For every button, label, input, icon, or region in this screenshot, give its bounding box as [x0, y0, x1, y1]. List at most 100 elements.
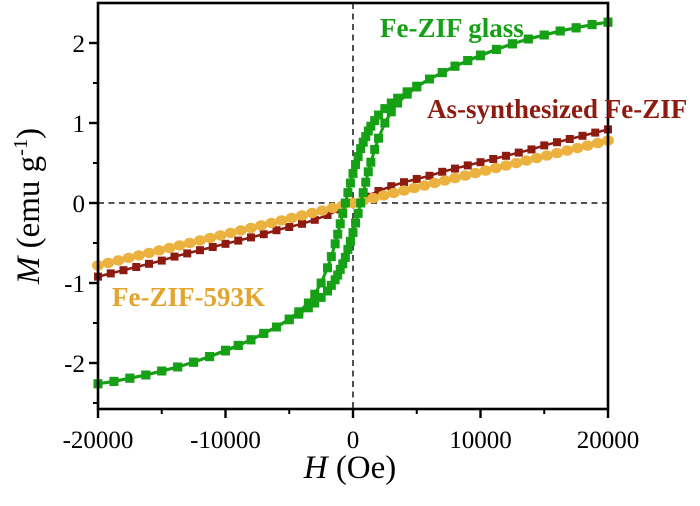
data-point-marker: [246, 335, 256, 345]
data-point-marker: [520, 155, 533, 166]
data-point-marker: [259, 230, 268, 239]
data-point-marker: [170, 252, 179, 261]
data-point-marker: [298, 219, 306, 228]
data-point-marker: [340, 252, 350, 262]
data-point-marker: [326, 252, 336, 262]
x-axis-title: H (Oe): [0, 450, 700, 487]
data-point-marker: [163, 242, 176, 254]
x-tick-label: -20000: [63, 427, 134, 454]
data-point-marker: [539, 30, 549, 40]
data-point-marker: [449, 172, 461, 184]
data-point-marker: [132, 263, 141, 271]
data-point-marker: [438, 175, 451, 186]
data-point-marker: [476, 158, 485, 167]
x-tick-label: 10000: [449, 427, 512, 454]
data-point-marker: [125, 373, 135, 383]
data-point-marker: [393, 93, 403, 103]
data-point-marker: [425, 74, 434, 84]
series-label-fe-zif-glass: Fe-ZIF glass: [380, 13, 524, 43]
y-axis-exponent: -1: [10, 138, 32, 156]
data-point-marker: [157, 366, 167, 376]
data-point-marker: [345, 236, 355, 246]
data-point-marker: [330, 275, 340, 285]
data-point-marker: [398, 185, 410, 196]
data-point-marker: [491, 44, 501, 54]
data-point-marker: [343, 244, 353, 254]
data-point-marker: [194, 235, 206, 246]
data-point-marker: [173, 362, 183, 372]
data-point-marker: [571, 23, 581, 33]
data-point-marker: [316, 278, 326, 288]
data-point-marker: [428, 177, 441, 189]
data-point-marker: [323, 286, 332, 296]
data-point-marker: [418, 180, 431, 191]
data-point-marker: [500, 160, 512, 171]
data-point-marker: [361, 177, 371, 187]
data-point-marker: [338, 259, 348, 269]
data-point-marker: [259, 328, 269, 338]
data-point-marker: [196, 246, 204, 255]
y-tick-label: -2: [64, 351, 85, 378]
y-axis-symbol: M: [11, 256, 47, 285]
data-point-marker: [463, 56, 473, 66]
data-point-marker: [345, 178, 355, 188]
data-point-marker: [363, 167, 373, 177]
y-tick-label: -1: [64, 271, 85, 298]
data-point-marker: [555, 26, 565, 36]
data-point-marker: [132, 250, 145, 261]
data-point-marker: [265, 217, 278, 229]
data-point-marker: [296, 210, 308, 221]
data-point-marker: [221, 346, 230, 356]
data-point-marker: [214, 230, 227, 241]
data-point-marker: [106, 269, 115, 278]
data-point-marker: [386, 98, 396, 108]
data-point-marker: [463, 161, 472, 170]
data-point-marker: [551, 147, 563, 159]
data-point-marker: [408, 182, 421, 194]
data-point-marker: [348, 168, 358, 178]
data-point-marker: [377, 190, 390, 201]
data-point-marker: [412, 175, 421, 183]
axis-ticks: -20000 -10000 0 10000 20000 -2 -1 0 1 2: [63, 31, 640, 454]
y-axis-unit-close: ): [11, 127, 47, 139]
data-point-marker: [489, 162, 502, 174]
data-point-marker: [143, 247, 155, 259]
x-tick-label: -10000: [190, 427, 261, 454]
data-point-marker: [374, 187, 383, 195]
data-point-marker: [205, 352, 215, 362]
data-point-marker: [247, 233, 255, 242]
data-point-marker: [333, 229, 343, 239]
series-label-as-synthesized-fe-zif: As-synthesized Fe-ZIF: [427, 94, 688, 124]
data-point-marker: [476, 51, 485, 61]
data-point-marker: [571, 142, 584, 154]
data-point-marker: [316, 292, 326, 302]
data-point-marker: [540, 150, 553, 161]
data-point-marker: [119, 266, 128, 275]
data-point-marker: [233, 340, 243, 350]
x-axis-symbol: H: [303, 450, 328, 486]
data-point-marker: [527, 145, 536, 154]
data-point-marker: [510, 157, 523, 169]
data-point-marker: [234, 236, 243, 245]
data-point-marker: [326, 202, 339, 214]
data-point-marker: [370, 144, 380, 154]
data-point-marker: [284, 315, 294, 325]
data-point-marker: [479, 165, 492, 176]
data-point-marker: [109, 376, 119, 386]
data-point-marker: [367, 192, 380, 204]
data-point-marker: [173, 240, 186, 251]
data-point-marker: [272, 226, 281, 235]
data-point-marker: [565, 135, 574, 143]
data-point-marker: [412, 82, 422, 92]
data-point-marker: [285, 212, 298, 224]
data-point-marker: [323, 211, 332, 219]
data-point-marker: [294, 309, 304, 319]
data-point-marker: [356, 144, 366, 154]
data-point-marker: [183, 249, 192, 258]
data-point-marker: [459, 170, 472, 181]
data-point-marker: [374, 110, 383, 120]
data-point-marker: [530, 152, 543, 164]
data-point-marker: [303, 298, 313, 308]
data-point-marker: [353, 208, 363, 218]
